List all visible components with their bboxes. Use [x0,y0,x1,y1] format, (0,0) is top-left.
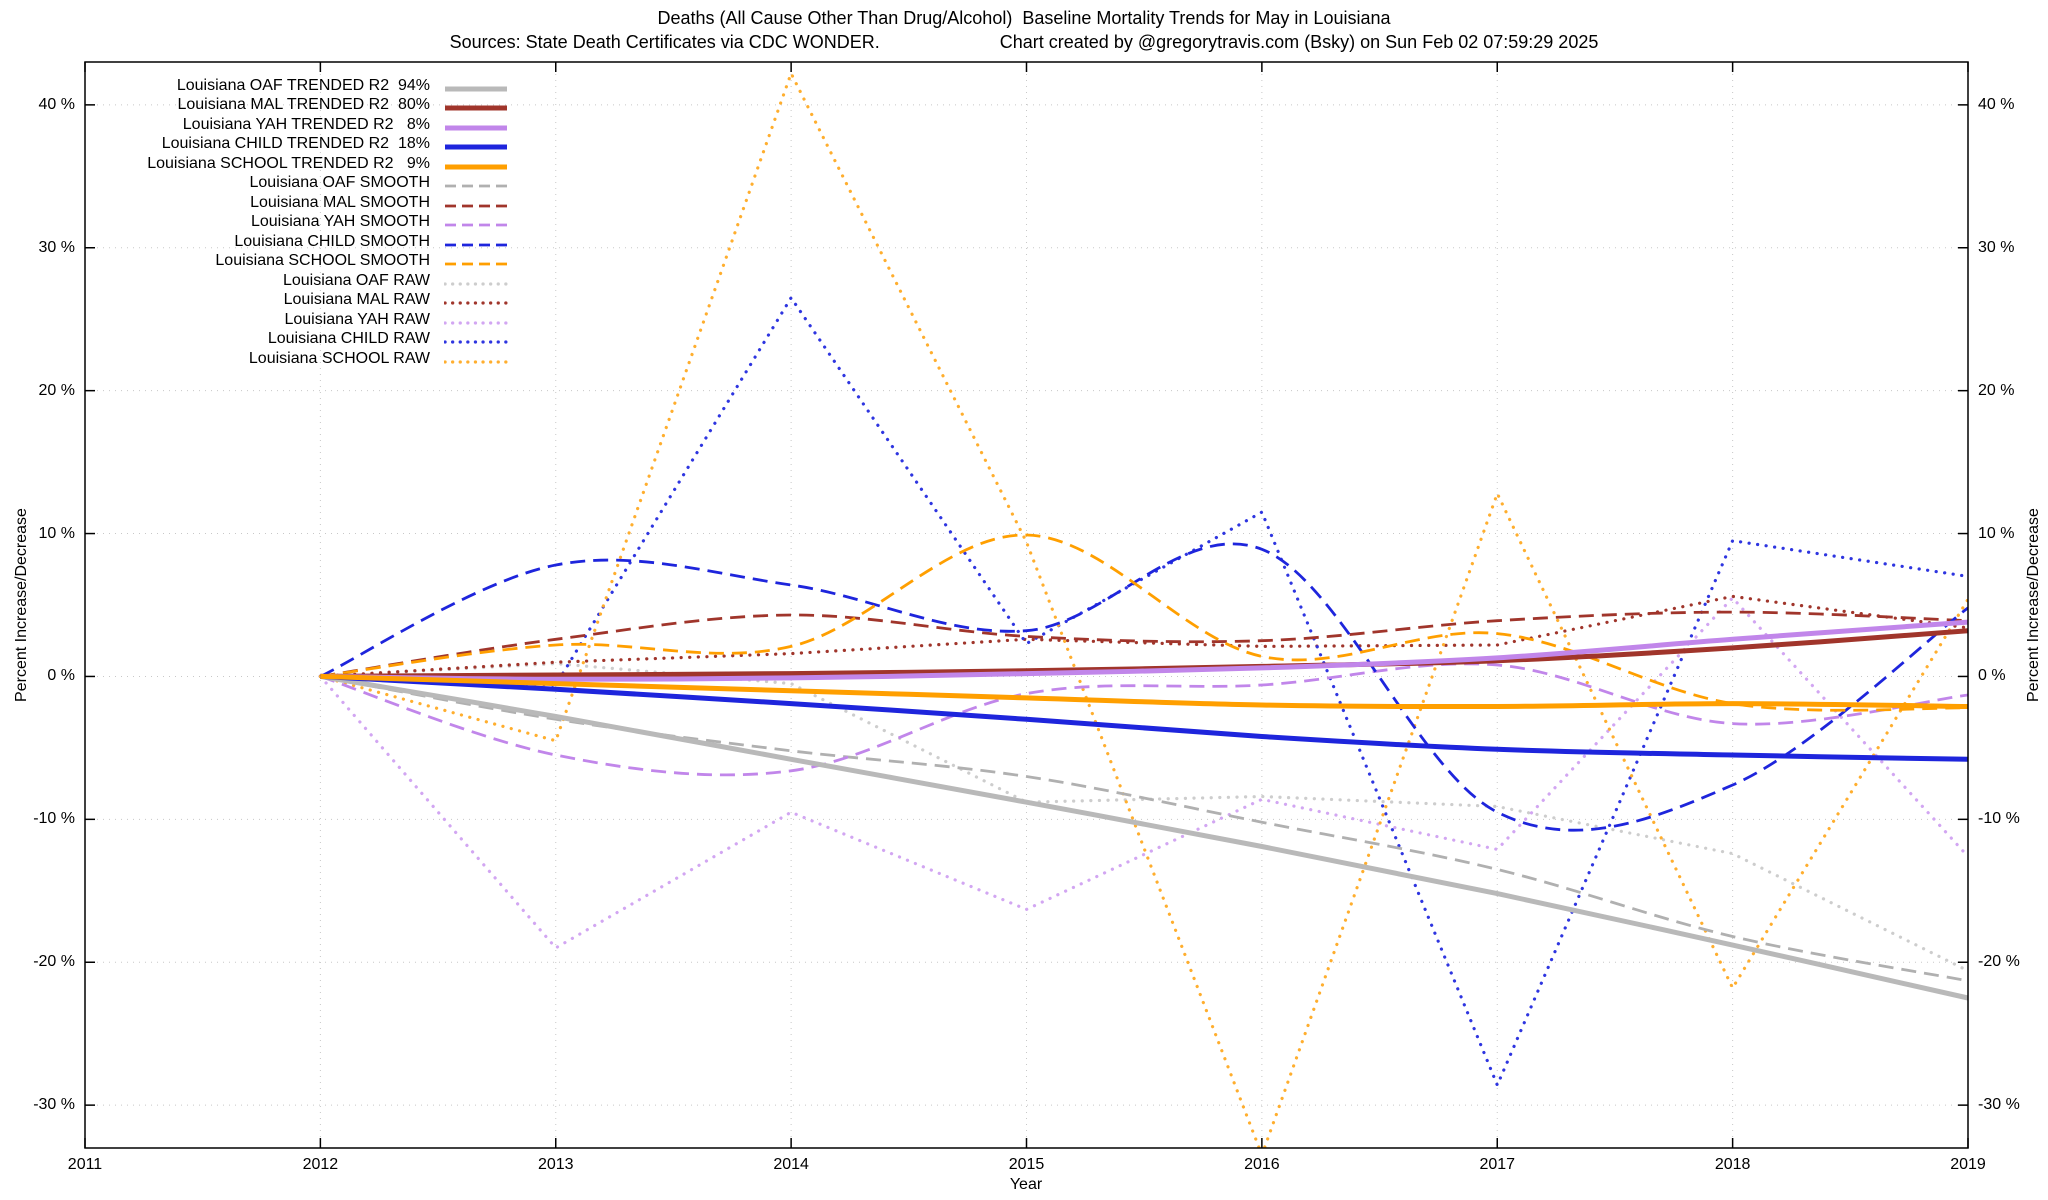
series-line-oaf-raw [318,661,1968,973]
legend-line-sample-school-raw [443,354,509,364]
chart-subtitle: Sources: State Death Certificates via CD… [0,32,2048,53]
x-tick-label: 2019 [1950,1156,1986,1173]
legend-line-sample-school-trended [444,159,508,170]
legend-line-sample-yah-trended [444,120,508,131]
legend-line-sample-mal-raw [443,295,509,305]
x-tick-label: 2011 [67,1156,103,1173]
x-axis-label: Year [1009,1176,1043,1193]
legend-item-child-raw: Louisiana CHILD RAW [85,330,509,350]
legend-item-oaf-trended: Louisiana OAF TRENDED R2 94% [85,76,508,96]
legend-label-oaf-smooth: Louisiana OAF SMOOTH [249,174,431,192]
y-tick-label-right: 40 % [1978,95,2015,113]
legend-label-mal-raw: Louisiana MAL RAW [283,291,430,309]
series-line-school-raw [318,69,1968,1148]
legend-label-oaf-raw: Louisiana OAF RAW [282,271,430,289]
legend-label-yah-smooth: Louisiana YAH SMOOTH [250,213,430,231]
y-axis-label-right: Percent Increase/Decrease [2025,508,2042,702]
series-line-school-trended [320,673,1968,710]
y-tick-label-right: 30 % [1978,238,2015,256]
legend-label-yah-trended: Louisiana YAH TRENDED R2 8% [182,115,430,133]
y-tick-label-left: 20 % [38,381,75,399]
chart-credit-note: Chart created by @gregorytravis.com (Bsk… [999,32,1599,52]
legend-item-school-trended: Louisiana SCHOOL TRENDED R2 9% [85,154,508,174]
x-tick-label: 2013 [537,1156,574,1173]
y-tick-label-left: -30 % [33,1096,75,1114]
legend-label-school-smooth: Louisiana SCHOOL SMOOTH [215,252,430,270]
x-tick-label: 2016 [1244,1156,1280,1173]
legend-label-yah-raw: Louisiana YAH RAW [284,310,430,328]
tick-marks [84,62,1969,1148]
legend-item-mal-trended: Louisiana MAL TRENDED R2 80% [85,96,508,116]
x-tick-label: 2018 [1714,1156,1751,1173]
series-line-yah-smooth [319,662,1968,777]
legend-item-child-smooth: Louisiana CHILD SMOOTH [85,232,508,252]
y-tick-label-left: 40 % [38,95,75,113]
series-line-mal-smooth [320,610,1968,678]
y-tick-label-left: 10 % [38,524,75,542]
series-line-child-raw [318,294,1968,1090]
legend-label-school-raw: Louisiana SCHOOL RAW [248,349,430,367]
legend-item-yah-smooth: Louisiana YAH SMOOTH [85,213,508,233]
series-line-school-smooth [320,533,1968,712]
legend-item-mal-smooth: Louisiana MAL SMOOTH [85,193,508,213]
legend-line-sample-child-raw [443,334,509,344]
legend-label-mal-smooth: Louisiana MAL SMOOTH [250,193,430,211]
legend-line-sample-child-trended [444,139,508,150]
legend-label-oaf-trended: Louisiana OAF TRENDED R2 94% [176,76,430,94]
chart-legend: Louisiana OAF TRENDED R2 94% Louisiana MA… [85,76,509,369]
series-line-oaf-trended [319,673,1968,1001]
y-tick-label-right: 10 % [1978,524,2015,542]
legend-item-school-raw: Louisiana SCHOOL RAW [85,349,509,369]
y-tick-label-left: -20 % [33,953,75,971]
y-tick-label-left: 0 % [47,667,75,685]
grid-lines [85,62,1968,1148]
series-line-oaf-smooth [320,675,1968,983]
legend-label-child-trended: Louisiana CHILD TRENDED R2 18% [161,135,430,153]
legend-item-mal-raw: Louisiana MAL RAW [85,291,509,311]
series-line-yah-trended [320,619,1968,682]
chart-sources-note: Sources: State Death Certificates via CD… [449,32,880,52]
x-tick-label: 2012 [302,1156,339,1173]
legend-label-child-smooth: Louisiana CHILD SMOOTH [234,232,430,250]
y-tick-label-right: -20 % [1978,953,2020,971]
series-line-child-trended [320,673,1968,762]
series-line-child-smooth [319,542,1968,832]
legend-line-sample-yah-raw [443,315,509,325]
series-line-yah-raw [318,595,1968,950]
y-tick-label-left: 30 % [38,238,75,256]
y-tick-label-right: -10 % [1978,810,2020,828]
x-tick-label: 2014 [773,1156,809,1173]
y-tick-label-right: 0 % [1978,667,2006,685]
legend-item-child-trended: Louisiana CHILD TRENDED R2 18% [85,135,508,155]
legend-item-oaf-smooth: Louisiana OAF SMOOTH [85,174,508,194]
chart-title: Deaths (All Cause Other Than Drug/Alcoho… [657,8,1391,28]
legend-line-sample-school-smooth [444,256,508,266]
legend-item-yah-raw: Louisiana YAH RAW [85,310,509,330]
legend-line-sample-mal-smooth [444,198,508,208]
x-tick-label: 2017 [1479,1156,1516,1173]
y-tick-label-right: 20 % [1978,381,2015,399]
legend-line-sample-oaf-trended [444,81,508,92]
legend-item-oaf-raw: Louisiana OAF RAW [85,271,509,291]
y-tick-label-left: -10 % [33,810,75,828]
legend-label-school-trended: Louisiana SCHOOL TRENDED R2 9% [147,154,430,172]
legend-item-school-smooth: Louisiana SCHOOL SMOOTH [85,252,508,272]
legend-line-sample-yah-smooth [444,217,508,227]
y-tick-label-right: -30 % [1978,1096,2020,1114]
series-line-mal-raw [318,594,1968,678]
y-axis-label-left: Percent Increase/Decrease [13,508,30,702]
legend-line-sample-oaf-smooth [444,178,508,188]
series-lines [318,69,1968,1148]
legend-label-mal-trended: Louisiana MAL TRENDED R2 80% [177,96,430,114]
legend-item-yah-trended: Louisiana YAH TRENDED R2 8% [85,115,508,135]
legend-label-child-raw: Louisiana CHILD RAW [267,330,430,348]
legend-line-sample-oaf-raw [443,276,509,286]
x-tick-label: 2015 [1008,1156,1045,1173]
legend-line-sample-mal-trended [444,100,508,111]
legend-line-sample-child-smooth [444,237,508,247]
